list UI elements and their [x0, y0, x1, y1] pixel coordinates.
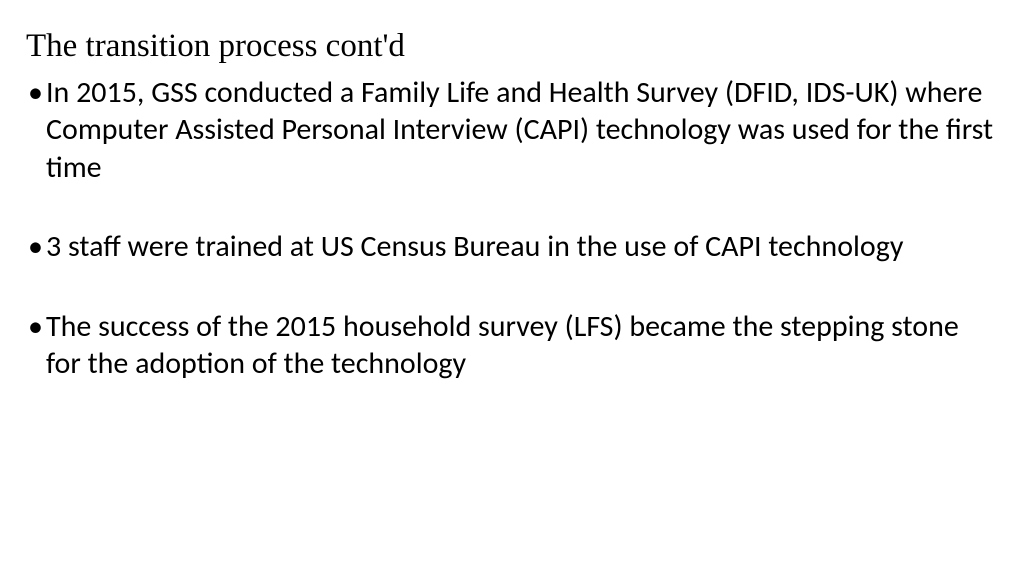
- list-item: 3 staff were trained at US Census Bureau…: [26, 228, 998, 266]
- bullet-list: In 2015, GSS conducted a Family Life and…: [26, 74, 998, 383]
- list-item: The success of the 2015 household survey…: [26, 308, 998, 383]
- slide-title: The transition process cont'd: [26, 28, 998, 66]
- list-item: In 2015, GSS conducted a Family Life and…: [26, 74, 998, 187]
